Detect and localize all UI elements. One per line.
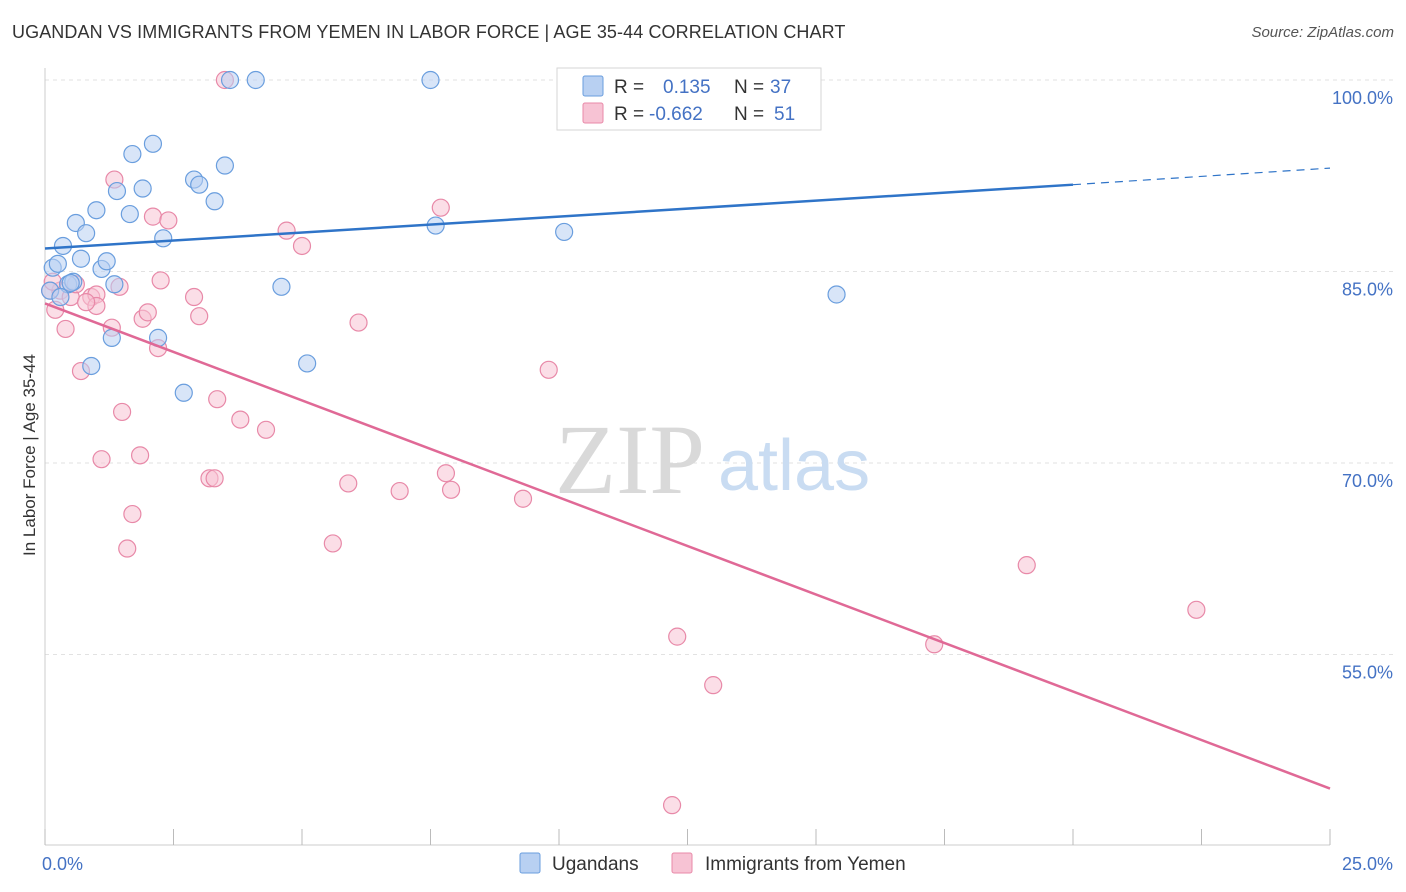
ugandans-point [143, 134, 163, 153]
yemen-point [436, 464, 456, 483]
watermark-zip: ZIP [555, 404, 705, 515]
x-tick-labels: 0.0% 25.0% [42, 854, 1393, 874]
legend-r-label-blue: R = [614, 77, 644, 98]
ugandans-point [827, 285, 846, 304]
ugandans-point [272, 277, 291, 296]
legend-r-label-pink: R = [614, 104, 644, 125]
ugandans-point [71, 249, 91, 268]
legend-swatch-blue [582, 75, 604, 97]
trend-lines [44, 167, 1331, 790]
yemen-point [118, 539, 137, 558]
ugandans-point [123, 144, 142, 164]
x-tick-label: 0.0% [42, 854, 83, 874]
ugandans-point [82, 356, 101, 376]
yemen-point [190, 307, 209, 326]
ugandans-point [154, 229, 173, 248]
watermark: ZIP atlas [555, 404, 870, 515]
y-tick-label: 85.0% [1342, 280, 1393, 300]
yemen-point [441, 480, 461, 499]
yemen-point [292, 236, 312, 256]
ugandans-point [77, 224, 96, 243]
legend-n-label-blue: N = [734, 77, 764, 98]
yemen-point [339, 474, 358, 493]
bottom-legend-swatch-yemen [671, 852, 693, 874]
yemen-point [138, 303, 157, 322]
ugandans-point [190, 175, 209, 194]
legend-r-value-pink: -0.662 [649, 104, 703, 125]
yemen-point [112, 402, 132, 422]
yemen-point [92, 450, 111, 469]
yemen-point [390, 481, 409, 501]
yemen-point [349, 313, 368, 332]
yemen-point [1187, 600, 1206, 619]
yemen-point [277, 221, 296, 240]
ugandans-point [246, 70, 265, 90]
y-axis-label: In Labor Force | Age 35-44 [20, 354, 39, 556]
ugandans-point [205, 192, 224, 211]
series-legend: Ugandans Immigrants from Yemen [519, 852, 906, 875]
ugandans-point [51, 287, 70, 307]
ugandans-point [107, 181, 127, 201]
yemen-point [184, 287, 204, 307]
ugandans-trend-extension [1072, 167, 1331, 186]
legend-n-value-blue: 37 [770, 77, 791, 98]
ugandans-point [133, 179, 152, 198]
legend-n-value-pink: 51 [774, 104, 795, 125]
yemen-point [323, 534, 342, 553]
ugandans-point [555, 222, 574, 242]
legend-r-value-blue: 0.135 [663, 77, 711, 98]
series-ugandans [41, 70, 846, 402]
ugandans-point [48, 254, 67, 273]
ugandans-trend-line [44, 183, 1074, 250]
yemen-point [704, 676, 723, 695]
yemen-point [77, 293, 96, 312]
yemen-point [123, 504, 142, 524]
axes [44, 68, 1331, 846]
yemen-point [662, 796, 682, 815]
grid [45, 79, 1395, 655]
ugandans-point [215, 156, 234, 175]
ugandans-point [61, 273, 80, 293]
yemen-point [130, 446, 150, 465]
source-credit: Source: ZipAtlas.com [1251, 24, 1394, 41]
chart-title: UGANDAN VS IMMIGRANTS FROM YEMEN IN LABO… [12, 22, 846, 42]
y-tick-label: 55.0% [1342, 663, 1393, 683]
legend-n-label-pink: N = [734, 104, 764, 125]
bottom-legend-label-yemen: Immigrants from Yemen [705, 854, 906, 875]
yemen-point [668, 627, 687, 646]
ugandans-point [220, 70, 240, 90]
ugandans-point [174, 383, 193, 402]
bottom-legend-label-ugandans: Ugandans [552, 854, 639, 875]
yemen-point [208, 390, 227, 409]
yemen-point [159, 211, 178, 230]
yemen-point [231, 410, 250, 429]
ugandans-point [97, 252, 116, 271]
y-tick-label: 100.0% [1332, 88, 1393, 108]
legend-swatch-pink [582, 102, 604, 124]
ugandans-point [87, 201, 106, 220]
yemen-point [151, 271, 170, 290]
yemen-point [205, 469, 224, 488]
yemen-point [56, 319, 75, 339]
ugandans-point [298, 354, 317, 373]
yemen-point [513, 489, 533, 508]
y-tick-labels: 100.0% 85.0% 70.0% 55.0% [1332, 88, 1393, 683]
correlation-legend: R = 0.135 N = 37 R = -0.662 N = 51 [556, 67, 822, 131]
yemen-point [431, 198, 450, 217]
yemen-point [1017, 556, 1036, 575]
watermark-atlas: atlas [718, 426, 870, 506]
ugandans-point [120, 204, 139, 224]
x-tick-label: 25.0% [1342, 854, 1393, 874]
y-tick-label: 70.0% [1342, 471, 1393, 491]
yemen-point [256, 420, 276, 439]
yemen-point [539, 360, 558, 379]
ugandans-point [421, 70, 440, 90]
yemen-point [143, 207, 163, 226]
bottom-legend-swatch-ugandans [519, 852, 541, 874]
yemen-trend-line [44, 302, 1331, 790]
ugandans-point [105, 275, 124, 294]
